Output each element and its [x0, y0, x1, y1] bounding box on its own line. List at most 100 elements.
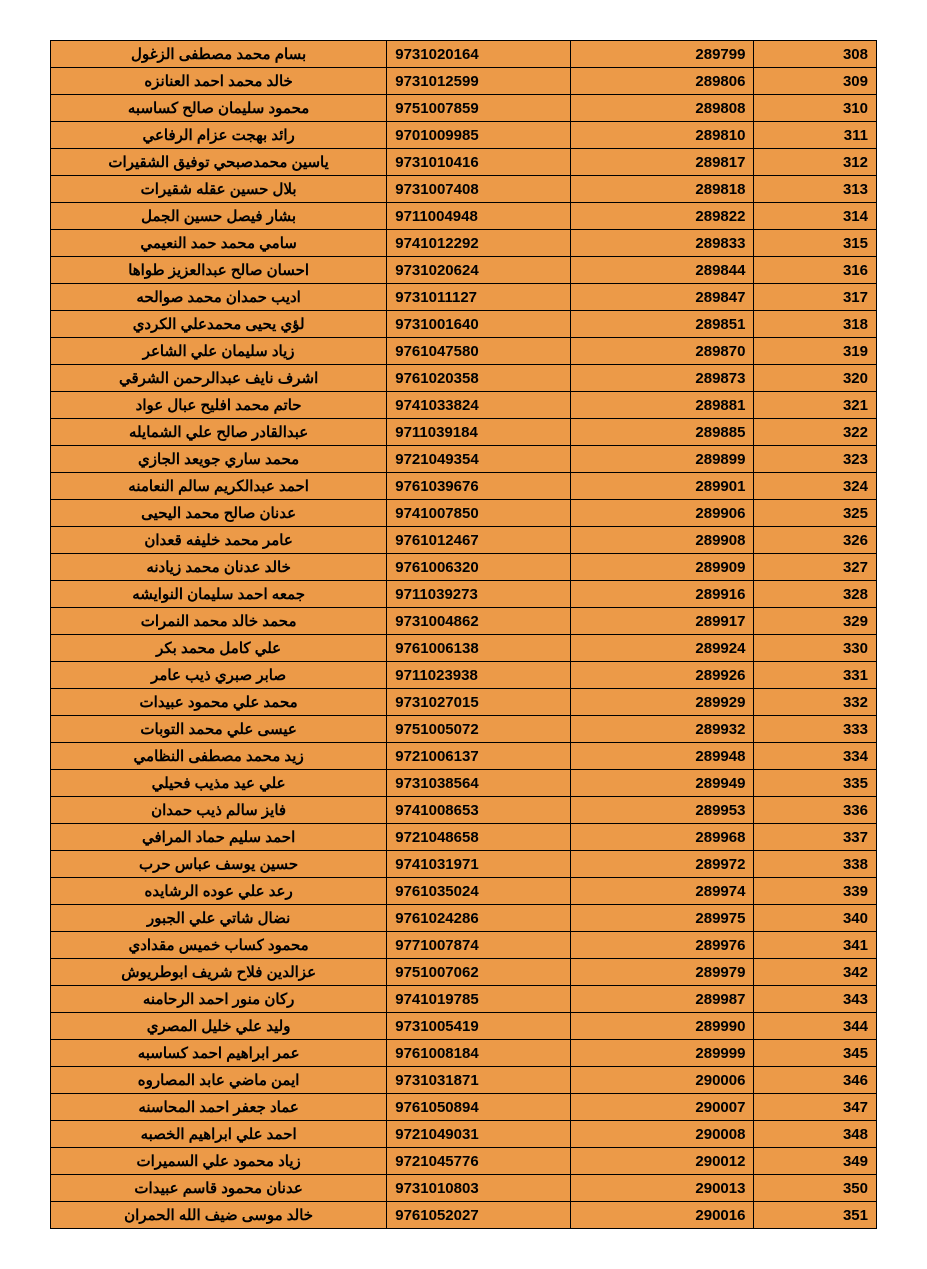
name-cell: لؤي يحيى محمدعلي الكردي [51, 311, 387, 338]
id-cell: 9741019785 [387, 986, 571, 1013]
id-cell: 9731020164 [387, 41, 571, 68]
name-cell: عدنان محمود قاسم عبيدات [51, 1175, 387, 1202]
name-cell: عمر ابراهيم احمد كساسبه [51, 1040, 387, 1067]
id-cell: 9721049031 [387, 1121, 571, 1148]
seq-cell: 310 [754, 95, 877, 122]
name-cell: علي عيد مذيب فحيلي [51, 770, 387, 797]
name-cell: بسام محمد مصطفى الزغول [51, 41, 387, 68]
name-cell: بشار فيصل حسين الجمل [51, 203, 387, 230]
table-row: ركان منور احمد الرحامنه97410197852899873… [51, 986, 877, 1013]
table-row: عدنان محمود قاسم عبيدات97310108032900133… [51, 1175, 877, 1202]
name-cell: عامر محمد خليفه قعدان [51, 527, 387, 554]
code-cell: 289844 [570, 257, 754, 284]
id-cell: 9761012467 [387, 527, 571, 554]
table-row: زياد سليمان علي الشاعر976104758028987031… [51, 338, 877, 365]
data-table: بسام محمد مصطفى الزغول973102016428979930… [50, 40, 877, 1229]
code-cell: 290013 [570, 1175, 754, 1202]
table-row: سامي محمد حمد النعيمي9741012292289833315 [51, 230, 877, 257]
table-row: علي عيد مذيب فحيلي9731038564289949335 [51, 770, 877, 797]
id-cell: 9731031871 [387, 1067, 571, 1094]
id-cell: 9741033824 [387, 392, 571, 419]
code-cell: 289873 [570, 365, 754, 392]
name-cell: فايز سالم ذيب حمدان [51, 797, 387, 824]
seq-cell: 324 [754, 473, 877, 500]
code-cell: 289822 [570, 203, 754, 230]
code-cell: 289975 [570, 905, 754, 932]
code-cell: 289908 [570, 527, 754, 554]
table-row: بسام محمد مصطفى الزغول973102016428979930… [51, 41, 877, 68]
id-cell: 9721045776 [387, 1148, 571, 1175]
id-cell: 9741012292 [387, 230, 571, 257]
code-cell: 289949 [570, 770, 754, 797]
seq-cell: 319 [754, 338, 877, 365]
name-cell: محمد علي محمود عبيدات [51, 689, 387, 716]
code-cell: 289948 [570, 743, 754, 770]
seq-cell: 348 [754, 1121, 877, 1148]
code-cell: 289917 [570, 608, 754, 635]
id-cell: 9741031971 [387, 851, 571, 878]
name-cell: اديب حمدان محمد صوالحه [51, 284, 387, 311]
code-cell: 290016 [570, 1202, 754, 1229]
name-cell: ايمن ماضي عابد المصاروه [51, 1067, 387, 1094]
table-row: احمد عبدالكريم سالم النعامنه976103967628… [51, 473, 877, 500]
seq-cell: 330 [754, 635, 877, 662]
name-cell: صابر صبري ذيب عامر [51, 662, 387, 689]
code-cell: 289810 [570, 122, 754, 149]
name-cell: عيسى علي محمد التوبات [51, 716, 387, 743]
name-cell: عزالدين فلاح شريف ابوطريوش [51, 959, 387, 986]
id-cell: 9761008184 [387, 1040, 571, 1067]
id-cell: 9761020358 [387, 365, 571, 392]
seq-cell: 316 [754, 257, 877, 284]
seq-cell: 335 [754, 770, 877, 797]
code-cell: 290012 [570, 1148, 754, 1175]
id-cell: 9701009985 [387, 122, 571, 149]
table-row: عمر ابراهيم احمد كساسبه97610081842899993… [51, 1040, 877, 1067]
code-cell: 289847 [570, 284, 754, 311]
name-cell: بلال حسين عقله شقيرات [51, 176, 387, 203]
code-cell: 290006 [570, 1067, 754, 1094]
id-cell: 9751007062 [387, 959, 571, 986]
code-cell: 290007 [570, 1094, 754, 1121]
seq-cell: 313 [754, 176, 877, 203]
code-cell: 289953 [570, 797, 754, 824]
table-row: عامر محمد خليفه قعدان9761012467289908326 [51, 527, 877, 554]
table-row: علي كامل محمد بكر9761006138289924330 [51, 635, 877, 662]
id-cell: 9721048658 [387, 824, 571, 851]
code-cell: 289968 [570, 824, 754, 851]
code-cell: 289885 [570, 419, 754, 446]
table-row: حاتم محمد افليح عبال عواد974103382428988… [51, 392, 877, 419]
id-cell: 9711004948 [387, 203, 571, 230]
seq-cell: 342 [754, 959, 877, 986]
seq-cell: 343 [754, 986, 877, 1013]
table-row: جمعه احمد سليمان النوايشه971103927328991… [51, 581, 877, 608]
seq-cell: 347 [754, 1094, 877, 1121]
seq-cell: 315 [754, 230, 877, 257]
table-row: محمود سليمان صالح كساسبه9751007859289808… [51, 95, 877, 122]
name-cell: احمد سليم حماد المرافي [51, 824, 387, 851]
seq-cell: 349 [754, 1148, 877, 1175]
table-body: بسام محمد مصطفى الزغول973102016428979930… [51, 41, 877, 1229]
table-row: زياد محمود علي السميرات97210457762900123… [51, 1148, 877, 1175]
table-row: محمود كساب خميس مقدادي977100787428997634… [51, 932, 877, 959]
id-cell: 9721006137 [387, 743, 571, 770]
table-row: ياسين محمدصبحي توفيق الشقيرات97310104162… [51, 149, 877, 176]
seq-cell: 311 [754, 122, 877, 149]
table-row: زيد محمد مصطفى النظامي972100613728994833… [51, 743, 877, 770]
code-cell: 289808 [570, 95, 754, 122]
table-row: رائد بهجت عزام الرفاعي970100998528981031… [51, 122, 877, 149]
id-cell: 9751005072 [387, 716, 571, 743]
id-cell: 9711023938 [387, 662, 571, 689]
seq-cell: 314 [754, 203, 877, 230]
id-cell: 9721049354 [387, 446, 571, 473]
code-cell: 289806 [570, 68, 754, 95]
code-cell: 289990 [570, 1013, 754, 1040]
seq-cell: 331 [754, 662, 877, 689]
code-cell: 289851 [570, 311, 754, 338]
name-cell: احمد علي ابراهيم الخصبه [51, 1121, 387, 1148]
id-cell: 9761039676 [387, 473, 571, 500]
code-cell: 289974 [570, 878, 754, 905]
seq-cell: 337 [754, 824, 877, 851]
id-cell: 9761052027 [387, 1202, 571, 1229]
table-row: فايز سالم ذيب حمدان9741008653289953336 [51, 797, 877, 824]
seq-cell: 322 [754, 419, 877, 446]
